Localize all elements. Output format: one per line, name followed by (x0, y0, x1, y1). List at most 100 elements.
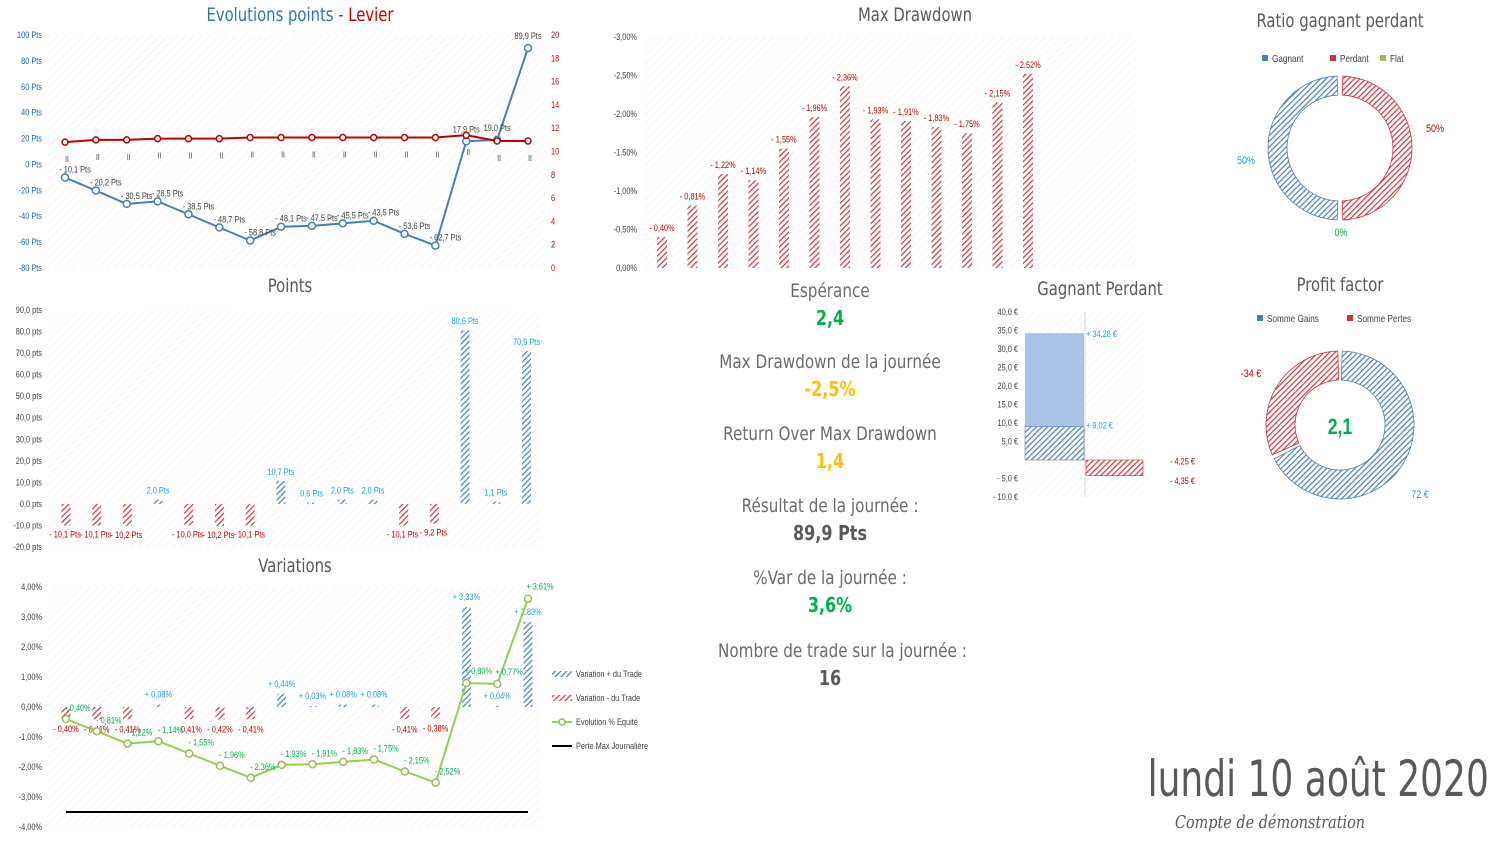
category-tick-label: II (343, 150, 347, 160)
variation-minus-bar (123, 707, 133, 720)
levier-marker (462, 131, 471, 139)
equity-marker (308, 760, 317, 769)
category-tick-label: II (189, 151, 193, 161)
drawdown-data-label: - 1,83% (924, 113, 950, 123)
levier-marker (61, 138, 69, 146)
evolution-chart: 100 Pts 80 Pts 60 Pts 40 Pts 20 Pts 0 Pts -20 … (17, 30, 560, 273)
ratio-title: Ratio gagnant perdant (1256, 10, 1424, 32)
category-tick-label: II (281, 150, 285, 160)
y2-tick-label: 16 (551, 77, 560, 87)
y-tick-label: -20,0 pts (13, 542, 42, 552)
drawdown-data-label: - 0,40% (649, 224, 675, 234)
y-tick-label: -2,50% (614, 71, 638, 81)
y2-tick-label: 0 (551, 263, 555, 273)
equity-marker (184, 749, 194, 758)
category-tick-label: II (158, 151, 162, 161)
y-tick-label: 0,0 pts (20, 499, 42, 509)
equity-marker (523, 594, 533, 603)
equity-marker (277, 760, 286, 770)
equity-marker (246, 773, 256, 783)
levier-marker (308, 133, 316, 142)
category-tick-label: II (220, 151, 224, 161)
y-tick-label: 10,0 pts (16, 478, 42, 488)
equity-marker (154, 736, 163, 746)
points-data-label: 19,0 Pts (484, 123, 511, 133)
variation-plus-bar (369, 704, 379, 707)
variation-plus-label: + 0,03% (299, 691, 327, 701)
points-data-label: - 53,6 Pts (399, 221, 431, 231)
points-bar (522, 351, 531, 504)
points-data-label: - 10,0 Pts (172, 530, 204, 540)
equity-data-label: - 0,40% (65, 703, 91, 713)
y-tick-label: 0,00% (21, 702, 43, 712)
drawdown-bar (687, 205, 698, 268)
drawdown-data-label: - 1,55% (771, 135, 797, 145)
points-data-label: - 10,2 Pts (203, 530, 235, 540)
y-tick-label: 80 Pts (21, 56, 42, 66)
equity-line (65, 598, 529, 784)
y-tick-label: -4,00% (19, 822, 43, 832)
points-line (64, 47, 529, 247)
y2-tick-label: 2 (551, 240, 555, 250)
variation-minus-bar (400, 707, 410, 720)
y-tick-label: -3,00% (19, 792, 43, 802)
points-data-label: 2,0 Pts (331, 486, 354, 496)
points-bar (92, 503, 102, 526)
levier-marker (524, 137, 532, 145)
legend-label-plus: Variation + du Trade (576, 669, 642, 679)
variation-plus-label: + 0,08% (330, 690, 358, 700)
legend-label-maxloss: Perte Max Journalière (576, 741, 648, 751)
variations-chart: 4,00% 3,00% 2,00% 1,00% 0,00% -1,00% -2,00% -3,… (19, 582, 649, 832)
variation-plus-bar (461, 607, 471, 707)
levier-marker (92, 136, 100, 144)
points-bar (491, 501, 501, 504)
points-bar (122, 503, 132, 526)
category-tick-label: II (405, 150, 409, 160)
gp-title: Gagnant Perdant (1037, 278, 1163, 300)
variation-plus-bar (277, 693, 287, 707)
equity-data-label: + 0,77% (496, 667, 524, 677)
y-tick-label: 35,0 € (998, 326, 1019, 336)
drawdown-bar (870, 119, 881, 268)
drawdown-bar (779, 148, 789, 268)
evolution-title-points: Evolutions points (206, 4, 334, 26)
evolution-title-sep: - (333, 4, 349, 26)
y-tick-label: -2,00% (19, 762, 43, 772)
levier-marker (400, 133, 409, 142)
drawdown-data-label: - 0,81% (680, 192, 706, 202)
variation-minus-label: - 0,42% (207, 725, 233, 735)
points-data-label: 1,1 Pts (484, 488, 507, 498)
levier-marker (277, 133, 285, 142)
category-tick-label: II (436, 150, 440, 160)
profit-label-pertes: -34 € (1241, 368, 1262, 380)
points-data-label: - 10,1 Pts (59, 165, 91, 175)
drawdown-data-label: - 1,91% (893, 107, 919, 117)
levier-marker (493, 137, 501, 145)
category-tick-label: II (65, 155, 69, 165)
y-tick-label: - 10,0 € (993, 492, 1018, 502)
variation-minus-label: - 0,38% (423, 724, 449, 734)
gp-gain-bar-avg (1024, 426, 1085, 461)
equity-data-label: - 1,55% (188, 738, 214, 748)
y-tick-label: -1,00% (614, 186, 638, 196)
equity-data-label: - 1,93% (281, 749, 307, 759)
drawdown-bar (931, 127, 942, 268)
variation-plus-bar (523, 622, 533, 707)
points-data-label: - 43,5 Pts (368, 208, 400, 218)
y2-tick-label: 12 (551, 124, 560, 134)
legend-swatch-equity-marker (558, 718, 566, 726)
levier-marker (215, 134, 224, 143)
y-tick-label: 2,00% (21, 642, 43, 652)
variation-plus-label: + 0,44% (268, 679, 296, 689)
drawdown-data-label: - 1,14% (741, 167, 767, 177)
variation-minus-bar (215, 707, 225, 720)
drawdown-bar (748, 180, 759, 268)
equity-data-label: + 0,80% (465, 666, 493, 676)
points-data-label: - 10,1 Pts (49, 530, 81, 540)
report-date: lundi 10 août 2020 (1147, 750, 1489, 808)
points-data-label: - 10,1 Pts (80, 530, 112, 540)
profit-donut-chart: 72 € -34 € 2,1 Somme Gains Somme Pertes (1241, 313, 1429, 501)
ratio-legend-swatch (1262, 55, 1268, 61)
drawdown-data-label: - 1,75% (954, 120, 980, 130)
romd-label: Return Over Max Drawdown (723, 423, 937, 445)
